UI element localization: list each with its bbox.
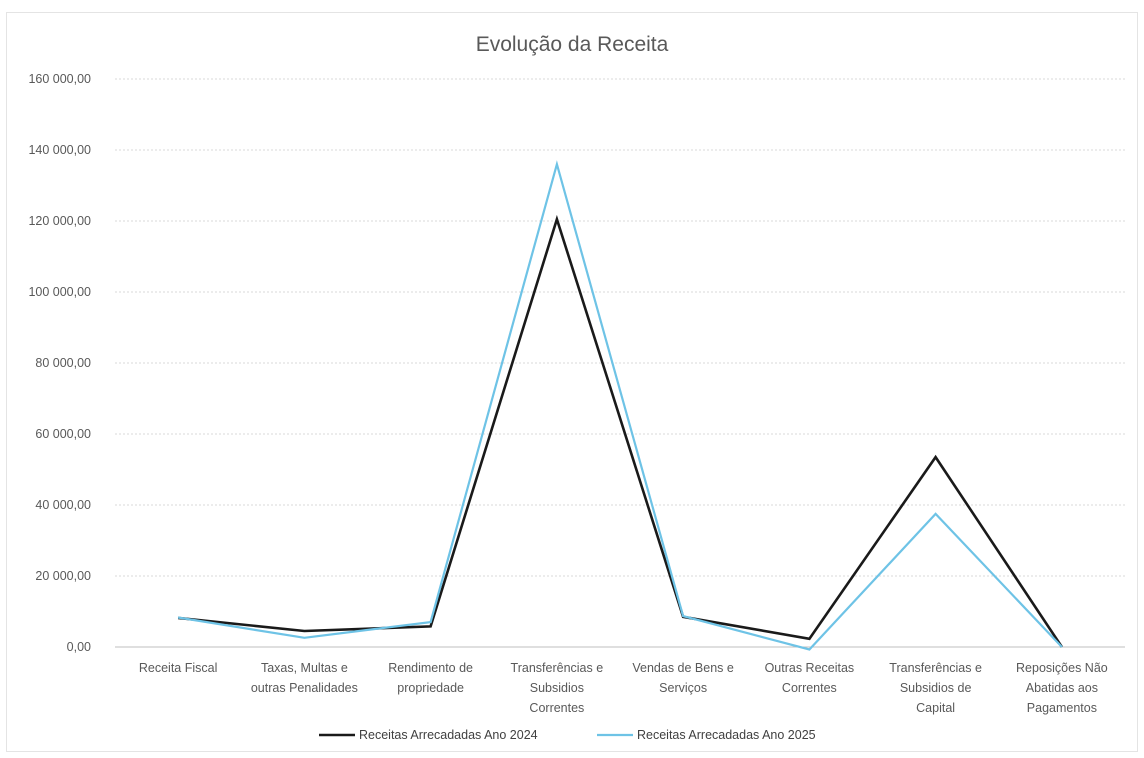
x-category-label-line: propriedade xyxy=(397,681,464,695)
x-category-label-line: Rendimento de xyxy=(388,661,473,675)
x-category-label-line: Reposições Não xyxy=(1016,661,1108,675)
x-category-label-line: Abatidas aos xyxy=(1026,681,1098,695)
legend: Receitas Arrecadadas Ano 2024 Receitas Ar… xyxy=(319,728,816,742)
y-tick-label: 160 000,00 xyxy=(28,72,91,86)
series-lines xyxy=(177,160,1063,651)
x-category-label: Receita Fiscal xyxy=(139,661,218,675)
x-category-label-line: Receita Fiscal xyxy=(139,661,218,675)
x-category-label-line: Capital xyxy=(916,701,955,715)
y-tick-label: 140 000,00 xyxy=(28,143,91,157)
legend-label-2: Receitas Arrecadadas Ano 2025 xyxy=(637,728,816,742)
x-category-label-line: Transferências e xyxy=(511,661,604,675)
x-category-label: Vendas de Bens e Serviços xyxy=(632,661,734,695)
series-line-1 xyxy=(177,214,1063,648)
x-category-label-line: Taxas, Multas e xyxy=(261,661,348,675)
x-category-label-line: outras Penalidades xyxy=(251,681,358,695)
chart-title: Evolução da Receita xyxy=(476,33,669,56)
x-category-label-line: Serviços xyxy=(659,681,707,695)
legend-label-1: Receitas Arrecadadas Ano 2024 xyxy=(359,728,538,742)
y-tick-label: 60 000,00 xyxy=(35,427,91,441)
y-tick-label: 80 000,00 xyxy=(35,356,91,370)
x-category-label: Rendimento de propriedade xyxy=(388,661,473,695)
x-category-label: Taxas, Multas e outras Penalidades xyxy=(251,661,358,695)
x-category-label-line: Outras Receitas xyxy=(765,661,855,675)
x-category-label-line: Correntes xyxy=(782,681,837,695)
x-category-label-line: Correntes xyxy=(529,701,584,715)
x-category-label-line: Vendas de Bens e xyxy=(632,661,734,675)
y-tick-label: 40 000,00 xyxy=(35,498,91,512)
y-tick-label: 120 000,00 xyxy=(28,214,91,228)
gridlines xyxy=(115,78,1125,648)
x-category-label-line: Pagamentos xyxy=(1027,701,1097,715)
x-category-label: Outras Receitas Correntes xyxy=(765,661,855,695)
y-tick-label: 100 000,00 xyxy=(28,285,91,299)
x-category-label: Reposições Não Abatidas aos Pagamentos xyxy=(1016,661,1108,715)
y-axis-ticks: 0,00 20 000,00 40 000,00 60 000,00 80 000,00… xyxy=(28,72,91,654)
x-category-label: Transferências e Subsidios de Capital xyxy=(889,661,982,715)
x-axis-categories: Receita Fiscal Taxas, Multas e outras Pena… xyxy=(139,661,1108,715)
y-tick-label: 0,00 xyxy=(67,640,91,654)
series-line-2 xyxy=(177,160,1063,651)
line-chart: Evolução da Receita 0,00 20 000,00 40 000,… xyxy=(28,33,1125,742)
x-category-label: Transferências e Subsidios Correntes xyxy=(511,661,604,715)
y-tick-label: 20 000,00 xyxy=(35,569,91,583)
chart-frame: Evolução da Receita 0,00 20 000,00 40 000,… xyxy=(6,12,1138,752)
x-category-label-line: Subsidios xyxy=(530,681,584,695)
x-category-label-line: Transferências e xyxy=(889,661,982,675)
x-category-label-line: Subsidios de xyxy=(900,681,972,695)
